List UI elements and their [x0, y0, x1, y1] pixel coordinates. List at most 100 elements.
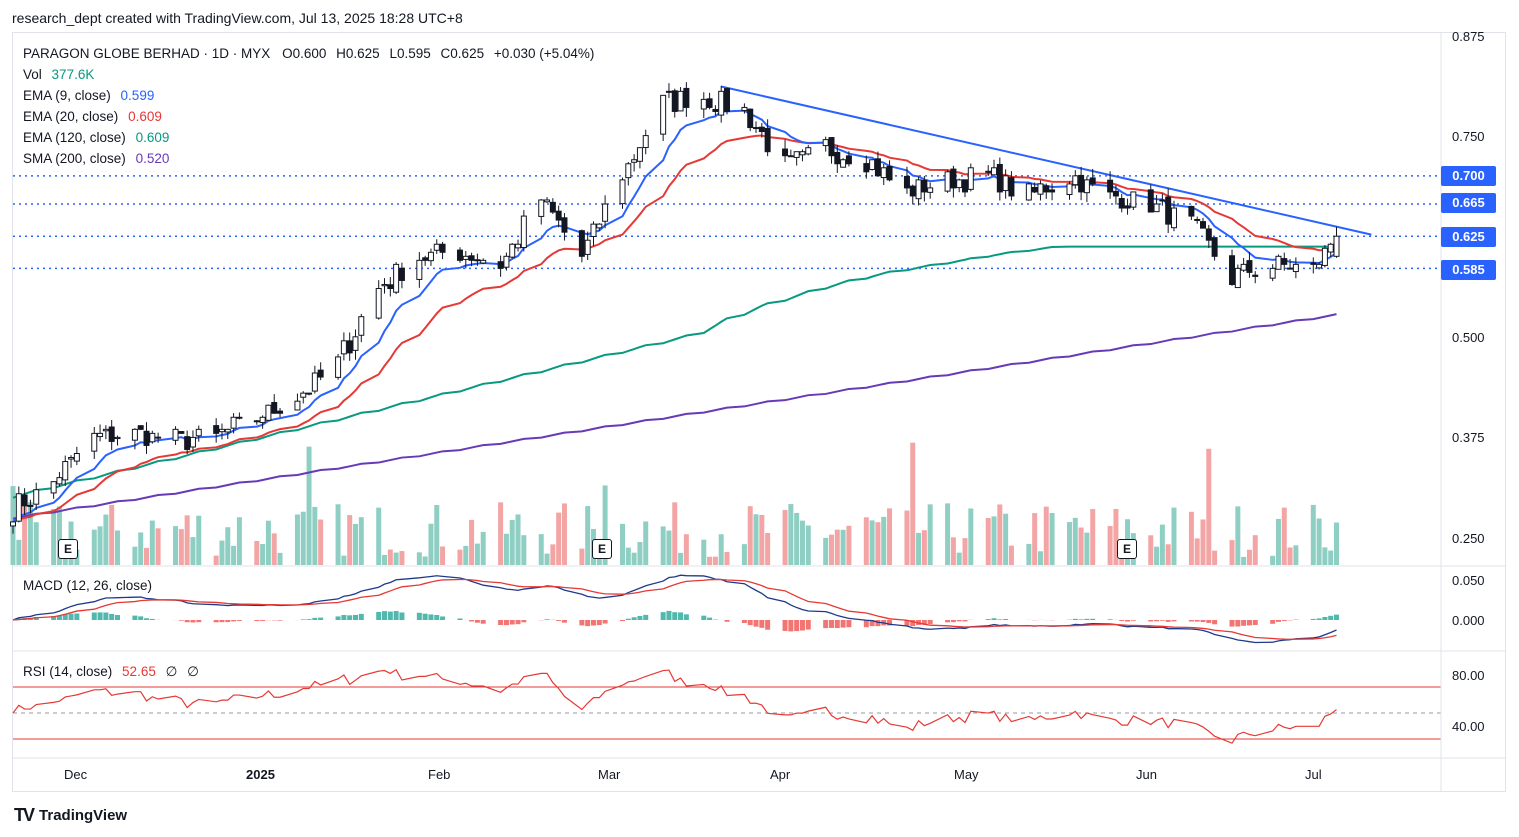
macd-histogram-bar	[1165, 620, 1171, 622]
price-tick: 0.375	[1452, 430, 1485, 445]
volume-bar	[910, 442, 916, 565]
volume-bar	[1270, 555, 1276, 565]
candle-body	[178, 431, 185, 434]
volume-bar	[1310, 504, 1316, 565]
time-label: Jun	[1136, 767, 1157, 782]
sma200-line	[12, 313, 1337, 520]
volume-bar	[561, 503, 567, 565]
macd-histogram-bar	[480, 620, 486, 624]
time-label: Dec	[64, 767, 88, 782]
macd-histogram-bar	[376, 611, 382, 620]
macd-histogram-bar	[254, 620, 260, 622]
candles	[10, 82, 1340, 534]
macd-histogram-bar	[300, 619, 306, 620]
macd-histogram-bar	[887, 620, 893, 626]
time-label: Apr	[770, 767, 791, 782]
volume-bar	[956, 552, 962, 565]
trendline-group	[720, 85, 1372, 236]
macd-histogram-bar	[788, 620, 794, 632]
candle-body	[787, 155, 794, 158]
volume-bar	[823, 537, 829, 565]
candle-body	[950, 168, 957, 189]
macd-histogram-bar	[1246, 620, 1252, 626]
candle-body	[874, 158, 881, 177]
earnings-marker[interactable]: E	[592, 539, 612, 559]
volume-bar	[480, 531, 486, 565]
candle-body	[822, 139, 829, 147]
volume-bar	[1072, 517, 1078, 565]
volume-bar	[173, 526, 179, 565]
candle-body	[718, 90, 725, 116]
volume-bar	[1281, 507, 1287, 565]
volume-bar	[765, 532, 771, 565]
volume-bar	[753, 514, 759, 565]
macd-histogram-bar	[660, 612, 666, 620]
volume-bar	[294, 514, 300, 565]
macd-histogram-bar	[840, 620, 846, 628]
macd-histogram-bar	[74, 613, 80, 620]
candle-body	[1037, 183, 1044, 195]
candle-body	[544, 199, 551, 203]
volume-bar	[463, 545, 469, 565]
macd-signal-line	[12, 578, 1337, 640]
candle-body	[549, 201, 556, 213]
volume-bar	[538, 534, 544, 565]
candle-body	[1281, 258, 1288, 265]
volume-bar	[33, 522, 39, 565]
macd-histogram-bar	[672, 612, 678, 620]
candle-body	[561, 217, 568, 233]
volume-bar	[945, 503, 951, 565]
ema120-line	[12, 245, 1337, 499]
candle-body	[1031, 186, 1038, 193]
volume-bar	[347, 515, 353, 565]
macd-histogram-bar	[1200, 620, 1206, 623]
volume-bar	[1165, 544, 1171, 565]
tradingview-logo[interactable]: TV TradingView	[14, 805, 127, 826]
candle-body	[741, 106, 748, 112]
macd-histogram-bar	[231, 620, 237, 622]
candle-body	[346, 340, 353, 354]
candle-body	[753, 127, 760, 130]
candle-body	[1107, 179, 1114, 193]
macd-histogram-bar	[97, 612, 103, 620]
rsi-na1: ∅	[165, 664, 178, 679]
macd-histogram-bar	[747, 620, 753, 626]
candle-body	[1112, 190, 1119, 197]
candle-body	[1078, 174, 1085, 193]
macd-histogram-bar	[799, 620, 805, 631]
candle-body	[265, 404, 272, 421]
volume-bar	[231, 545, 237, 565]
candle-body	[108, 426, 115, 442]
legend-ema120: EMA (120, close) 0.609	[23, 127, 169, 148]
vol-value: 377.6K	[51, 67, 95, 82]
candle-body	[799, 151, 806, 156]
candle-body	[416, 259, 423, 280]
volume-bar	[1287, 547, 1293, 565]
earnings-marker[interactable]: E	[58, 539, 78, 559]
candle-body	[68, 457, 75, 460]
earnings-marker[interactable]: E	[1117, 539, 1137, 559]
macd-histogram-bar	[631, 617, 637, 620]
candle-body	[10, 521, 16, 527]
volume-bar	[144, 547, 150, 565]
volume-bar	[678, 552, 684, 565]
volume-bar	[312, 506, 318, 565]
volume-bar	[1090, 509, 1096, 565]
macd-histogram-bar	[33, 616, 39, 620]
candle-body	[840, 159, 847, 168]
candle-body	[1269, 267, 1276, 279]
candle-body	[805, 147, 812, 155]
candle-body	[1153, 203, 1160, 213]
macd-histogram-bar	[602, 620, 608, 624]
volume-bar	[236, 517, 242, 565]
volume-bar	[225, 527, 231, 565]
macd-histogram-bar	[1107, 619, 1113, 620]
candle-body	[985, 170, 992, 173]
change-value: +0.030 (+5.04%)	[493, 46, 595, 61]
low-value: 0.595	[396, 46, 431, 61]
macd-histogram-bar	[1154, 620, 1160, 622]
candle-body	[1118, 198, 1125, 209]
volume-bar	[416, 552, 422, 565]
candle-body	[335, 356, 342, 378]
